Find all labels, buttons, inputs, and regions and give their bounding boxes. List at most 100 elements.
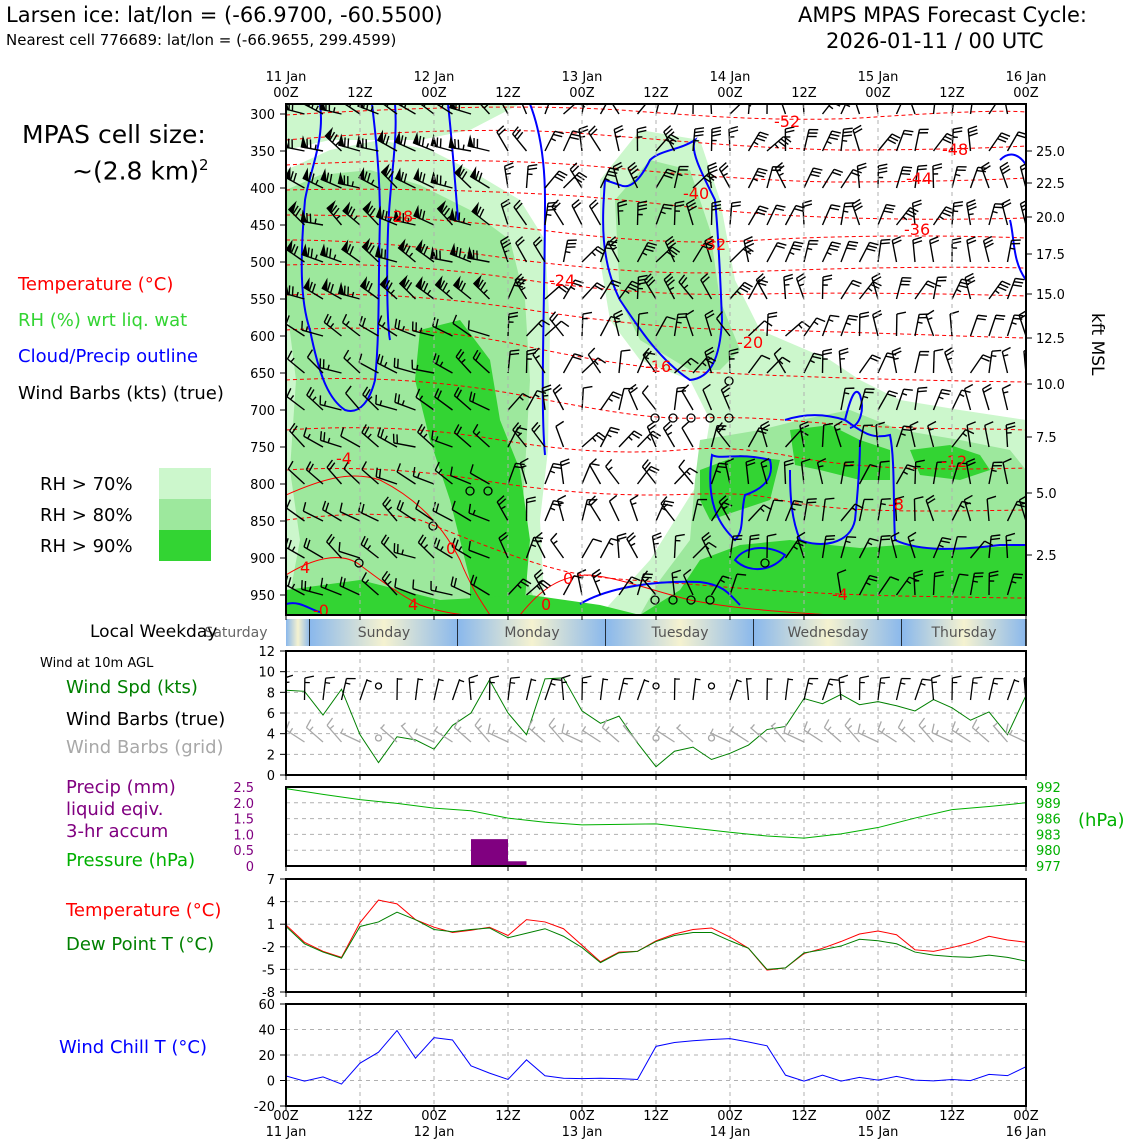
temp-label: -4 xyxy=(336,449,352,468)
wind-barb xyxy=(673,200,685,226)
pressure-axis: 300 350 400 450 500 550 600 650 700 750 800 850 900 9… xyxy=(250,108,286,604)
wind-barb xyxy=(969,104,973,115)
wind-barb xyxy=(340,427,361,448)
wind-barb xyxy=(618,430,643,448)
weekday-cell xyxy=(902,619,1026,646)
kft-tick-label: 10.0 xyxy=(1036,378,1065,393)
wind-barb xyxy=(967,125,978,152)
wind-barb xyxy=(969,354,992,374)
wind-barb xyxy=(877,576,900,596)
wind-barb xyxy=(618,349,631,374)
wind-barb xyxy=(1025,476,1026,484)
bottom-hour: 00Z xyxy=(421,1109,447,1124)
wind-barb xyxy=(629,494,639,522)
wind-barbs-true-label: Wind Barbs (true) xyxy=(66,709,226,730)
wind-barb xyxy=(1018,495,1026,522)
top-hour: 12Z xyxy=(791,86,817,101)
wind-barb xyxy=(913,569,924,596)
wind-barb xyxy=(745,677,752,701)
wind-barb xyxy=(587,347,602,374)
wind-barb xyxy=(303,277,324,300)
wind-barb xyxy=(783,458,794,485)
kft-tick-label: 12.5 xyxy=(1036,332,1065,347)
legend-rh90: RH > 90% xyxy=(40,536,133,557)
wind-barb xyxy=(925,309,935,337)
weekday-name: Sunday xyxy=(358,625,410,641)
top-date: 13 Jan xyxy=(562,70,603,85)
wind-barb xyxy=(411,359,435,374)
temp-label: -0 xyxy=(313,601,329,620)
wind-barb xyxy=(326,459,343,485)
wind-barb xyxy=(821,168,844,189)
wind-barb xyxy=(419,104,435,115)
wind-barb xyxy=(412,579,435,596)
wind-barb xyxy=(496,495,509,522)
chill-tick-label: 0 xyxy=(267,1075,275,1090)
wind-barb xyxy=(599,426,620,448)
wind-barb xyxy=(525,164,538,189)
wind-tick-label: 2 xyxy=(267,748,275,763)
wind-barb xyxy=(319,395,342,411)
wind-barb xyxy=(551,199,565,226)
wind-barb xyxy=(324,126,342,152)
wind-barb xyxy=(431,430,453,448)
top-time-axis: 11 Jan 12 Jan 13 Jan 14 Jan 15 Jan 16 Ja… xyxy=(266,70,1047,101)
wind-barb xyxy=(1001,346,1011,374)
wind-barb xyxy=(319,358,342,374)
calm-marker-grid xyxy=(652,734,660,742)
precip-label-2: liquid eqiv. xyxy=(66,799,164,820)
wind-barb xyxy=(498,531,509,559)
cell-size-line2: ~(2.8 km)2 xyxy=(72,156,209,185)
wind-barb xyxy=(932,104,936,115)
wind-barb xyxy=(433,678,444,701)
temp-label: -28 xyxy=(387,207,413,226)
wind-barb xyxy=(286,575,305,596)
pressure-tick-label: 500 xyxy=(250,256,275,271)
wind-barb xyxy=(636,126,647,152)
bottom-date: 12 Jan xyxy=(414,1125,455,1140)
wind-barb xyxy=(532,347,546,374)
wind-barb xyxy=(469,464,490,485)
wind-barb xyxy=(300,209,324,226)
temp-tick-label: 1 xyxy=(267,918,275,933)
wind-barb xyxy=(729,678,742,701)
wind-barb xyxy=(375,205,398,226)
temperature-panel: -8 -5 -2 1 4 7 xyxy=(262,873,1027,1001)
wind-barb xyxy=(1025,593,1026,595)
wind-barb xyxy=(413,167,435,189)
precip-tick-label: 0 xyxy=(246,860,254,875)
precip-label-1: Precip (mm) xyxy=(66,777,176,798)
wind-barb xyxy=(673,104,679,115)
wind-barb xyxy=(678,274,694,300)
wind-barb xyxy=(467,246,490,263)
weekday-name: Tuesday xyxy=(651,625,709,641)
wind-barb xyxy=(929,236,940,263)
wind-barb xyxy=(951,201,964,226)
windchill-line xyxy=(286,1029,1026,1085)
wind-barb xyxy=(359,678,372,701)
wind-barb xyxy=(895,464,917,485)
wind-barb xyxy=(472,423,490,448)
pressure-line xyxy=(286,788,1026,839)
wind-barb xyxy=(581,431,607,448)
wind-barb xyxy=(413,204,435,226)
wind-barb xyxy=(487,723,509,743)
wind-barb xyxy=(840,202,854,226)
wind-barb xyxy=(533,569,546,596)
wind-barb xyxy=(319,243,342,263)
wind-barb xyxy=(375,467,398,485)
pressure-tick-label: 983 xyxy=(1036,828,1061,843)
wind-barb xyxy=(548,717,564,743)
wind-barb xyxy=(932,388,951,411)
wind-barb xyxy=(641,570,657,596)
wind-barb xyxy=(971,719,990,743)
wind-speed-label: Wind Spd (kts) xyxy=(66,677,198,698)
wind-barb xyxy=(288,422,306,448)
wind-barb xyxy=(555,420,565,448)
temperature-labels: -52 -48 -44 -40 -36 -32 -28 -24 -20 -16 … xyxy=(300,112,968,620)
temp-tick-label: -8 xyxy=(262,986,275,1001)
wind-barb xyxy=(821,130,841,152)
wind-barb xyxy=(1005,532,1016,559)
wind-barb xyxy=(877,721,897,743)
wind-barb xyxy=(844,717,860,743)
